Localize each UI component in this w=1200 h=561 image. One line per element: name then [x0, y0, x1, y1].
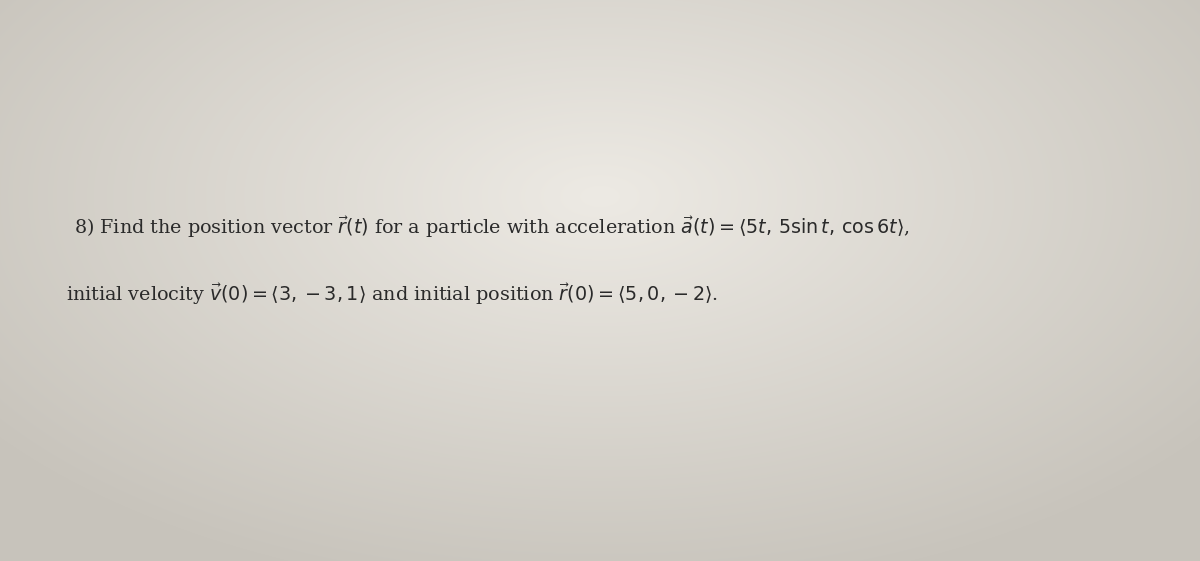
Text: 8) Find the position vector $\vec{r}(t)$ for a particle with acceleration $\vec{: 8) Find the position vector $\vec{r}(t)$…: [74, 215, 911, 240]
Text: initial velocity $\vec{v}(0) = \langle 3, -3, 1\rangle$ and initial position $\v: initial velocity $\vec{v}(0) = \langle 3…: [66, 282, 718, 307]
